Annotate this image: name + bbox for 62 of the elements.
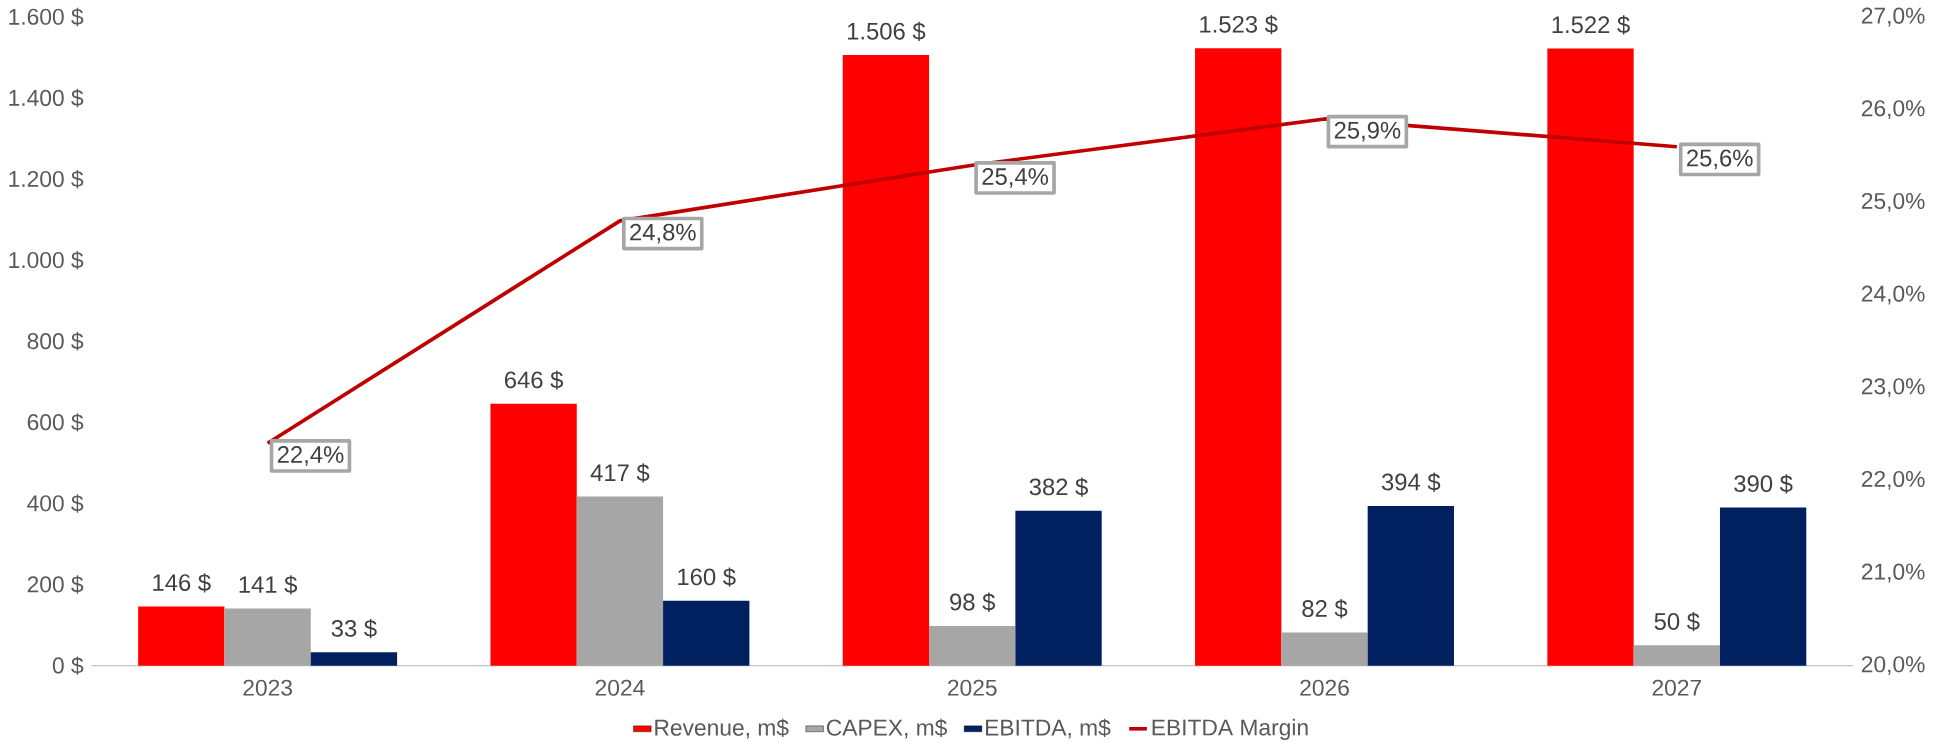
y2-tick-label: 27,0% — [1861, 7, 1925, 27]
data-label: 24,8% — [630, 223, 696, 244]
data-label: 146 $ — [153, 573, 211, 593]
bar — [138, 606, 225, 666]
x-tick-label: 2027 — [1652, 679, 1702, 696]
y-tick-label: 1.400 $ — [9, 88, 84, 108]
bar — [1719, 507, 1807, 666]
data-label: 50 $ — [1654, 612, 1700, 632]
data-label: 394 $ — [1381, 472, 1441, 492]
bar — [1281, 632, 1368, 666]
legend-label: Revenue, m$ — [655, 718, 789, 739]
data-label: 417 $ — [590, 463, 650, 483]
data-label: 98 $ — [950, 592, 995, 612]
bar — [310, 652, 398, 666]
data-label: 25,6% — [1687, 149, 1753, 170]
legend-label: EBITDA Margin — [1152, 718, 1308, 741]
x-tick-label: 2026 — [1300, 679, 1349, 696]
x-tick-label: 2024 — [595, 679, 645, 696]
bar — [1015, 510, 1102, 666]
line-series — [265, 117, 1679, 446]
bar — [663, 600, 750, 666]
y-tick-label: 600 $ — [27, 413, 84, 432]
y2-tick-label: 22,0% — [1861, 470, 1925, 490]
legend-label: EBITDA, m$ — [986, 718, 1111, 739]
bar — [1547, 48, 1634, 666]
data-label: 382 $ — [1029, 477, 1088, 497]
data-label: 141 $ — [239, 575, 298, 595]
y2-tick-label: 20,0% — [1861, 656, 1925, 676]
y-tick-label: 1.200 $ — [9, 169, 84, 189]
bar — [1195, 48, 1282, 666]
y-tick-label: 400 $ — [27, 494, 84, 513]
y-tick-label: 200 $ — [27, 575, 84, 594]
legend-label: CAPEX, m$ — [826, 718, 947, 739]
y2-tick-label: 25,0% — [1861, 192, 1925, 212]
y-tick-label: 1.000 $ — [9, 250, 84, 270]
data-label: 82 $ — [1302, 599, 1348, 619]
data-label: 1.523 $ — [1200, 14, 1278, 35]
data-label: 390 $ — [1734, 474, 1793, 494]
x-tick-label: 2025 — [948, 679, 997, 696]
data-label: 1.506 $ — [847, 21, 926, 42]
bar — [490, 403, 577, 666]
y-tick-label: 800 $ — [27, 332, 84, 351]
data-label: 160 $ — [678, 567, 736, 587]
data-label: 33 $ — [331, 618, 377, 639]
data-label: 646 $ — [504, 370, 564, 390]
y2-tick-label: 23,0% — [1861, 378, 1925, 398]
bar — [576, 496, 664, 666]
y-tick-label: 1.600 $ — [9, 7, 84, 27]
x-tick-label: 2023 — [243, 679, 292, 696]
bar — [1367, 505, 1454, 666]
bar — [842, 55, 930, 666]
y2-tick-label: 24,0% — [1861, 285, 1925, 305]
data-label: 25,4% — [982, 168, 1049, 188]
y2-tick-label: 21,0% — [1861, 563, 1925, 583]
bar — [224, 608, 311, 666]
bar — [1633, 645, 1720, 666]
bar — [929, 625, 1016, 666]
data-label: 1.522 $ — [1552, 15, 1630, 35]
y-tick-label: 0 $ — [52, 656, 84, 675]
y2-tick-label: 26,0% — [1861, 100, 1925, 120]
data-label: 22,4% — [277, 446, 344, 466]
data-label: 25,9% — [1334, 121, 1401, 142]
